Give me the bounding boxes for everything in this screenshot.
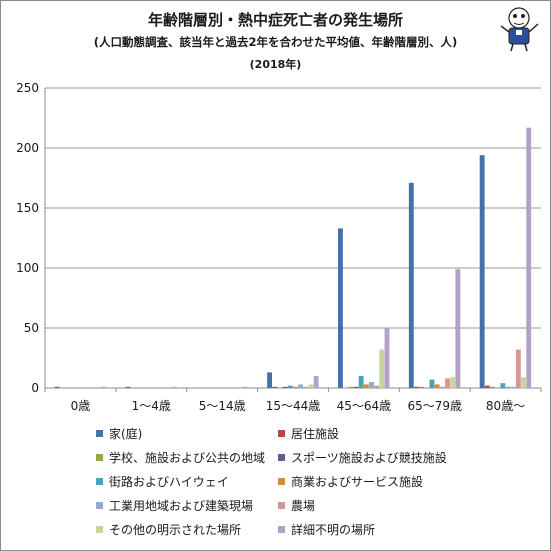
legend-item: 詳細不明の場所 <box>278 520 375 538</box>
bar <box>408 182 414 388</box>
y-tick-label: 50 <box>24 321 39 335</box>
legend-label: 詳細不明の場所 <box>291 522 376 537</box>
legend: 家(庭) 居住施設学校、施設および公共の地域 スポーツ施設および競技施設街路およびハ… <box>96 424 536 548</box>
bar <box>419 386 425 388</box>
bar <box>374 385 380 388</box>
bar <box>313 376 319 388</box>
y-tick-label: 200 <box>16 141 39 155</box>
bar <box>379 349 385 388</box>
y-tick-label: 150 <box>16 201 39 215</box>
y-tick-label: 0 <box>31 381 39 395</box>
bar <box>171 386 177 388</box>
bar <box>237 386 243 388</box>
bar <box>429 379 435 388</box>
legend-swatch <box>96 477 103 485</box>
bar <box>445 378 450 388</box>
bar <box>282 386 288 388</box>
y-tick-label: 250 <box>16 81 39 95</box>
bar <box>384 328 390 388</box>
bar <box>101 386 106 388</box>
legend-item: 工業用地域および建築現場 <box>96 496 253 514</box>
bar <box>308 384 314 388</box>
bar <box>348 386 354 388</box>
bar <box>358 376 364 388</box>
bar <box>242 386 248 388</box>
legend-item: 学校、施設および公共の地域 <box>96 448 265 466</box>
x-tick-label: 15〜44歳 <box>266 399 321 413</box>
x-tick-label: 80歳〜 <box>486 399 525 413</box>
legend-swatch <box>96 501 103 509</box>
chart-title: 年齢階層別・熱中症死亡者の発生場所 <box>147 11 403 29</box>
legend-label: 学校、施設および公共の地域 <box>109 450 266 465</box>
bar <box>434 384 440 388</box>
legend-label: スポーツ施設および競技施設 <box>291 450 447 465</box>
legend-item: 商業およびサービス施設 <box>278 472 423 490</box>
bar <box>505 386 511 388</box>
legend-label: 農場 <box>291 498 316 513</box>
plot-area: 0 50 100 150 200 250 0歳 1〜4歳 5〜14歳 15〜44歳 45〜64歳 65… <box>16 81 542 413</box>
legend-label: 居住施設 <box>291 426 340 441</box>
x-tick-label: 5〜14歳 <box>199 399 246 413</box>
bar <box>166 386 172 388</box>
legend-swatch <box>96 429 103 437</box>
bar <box>479 155 485 388</box>
chart-year: (2018年) <box>249 58 302 71</box>
bar <box>515 349 521 388</box>
bar <box>337 228 343 388</box>
legend-swatch <box>278 501 285 509</box>
bar <box>298 384 304 388</box>
legend-label: 工業用地域および建築現場 <box>109 498 254 513</box>
x-tick-label: 0歳 <box>71 399 91 413</box>
mascot-logo <box>500 7 539 52</box>
bar <box>510 386 516 388</box>
bar <box>500 383 506 388</box>
bar <box>521 377 526 388</box>
bar <box>455 269 461 388</box>
legend-label: 家(庭) <box>109 426 143 441</box>
legend-swatch <box>278 429 285 437</box>
bar <box>439 386 445 388</box>
chart-subtitle: (人口動態調査、該当年と過去2年を合わせた平均値、年齢階層別、人) <box>93 35 458 49</box>
x-tick-label: 1〜4歳 <box>132 399 171 413</box>
bar <box>293 386 298 388</box>
bar <box>363 384 369 388</box>
bar <box>526 127 532 388</box>
legend-swatch <box>96 525 103 533</box>
bar <box>267 372 273 388</box>
bar <box>125 386 131 388</box>
bar <box>287 385 293 388</box>
bar <box>450 377 456 388</box>
bar <box>484 385 490 388</box>
legend-item: 街路およびハイウェイ <box>96 472 229 490</box>
legend-label: その他の明示された場所 <box>109 522 242 537</box>
bar <box>490 386 495 388</box>
bar <box>353 386 359 388</box>
legend-item: スポーツ施設および競技施設 <box>278 448 447 466</box>
legend-swatch <box>278 477 285 485</box>
legend-swatch <box>96 453 103 461</box>
x-tick-label: 45〜64歳 <box>337 399 392 413</box>
bar <box>272 386 278 388</box>
x-tick-label: 65〜79歳 <box>407 399 462 413</box>
legend-label: 街路およびハイウェイ <box>109 474 229 489</box>
legend-item: その他の明示された場所 <box>96 520 241 538</box>
legend-item: 居住施設 <box>278 424 339 442</box>
bar <box>95 386 101 388</box>
legend-label: 商業およびサービス施設 <box>291 474 424 489</box>
bar <box>369 382 374 388</box>
legend-item: 農場 <box>278 496 315 514</box>
legend-item: 家(庭) <box>96 424 142 442</box>
bar <box>414 386 419 388</box>
bar <box>54 386 60 388</box>
legend-swatch <box>278 453 285 461</box>
legend-swatch <box>278 525 285 533</box>
y-tick-label: 100 <box>16 261 39 275</box>
bar <box>303 386 309 388</box>
